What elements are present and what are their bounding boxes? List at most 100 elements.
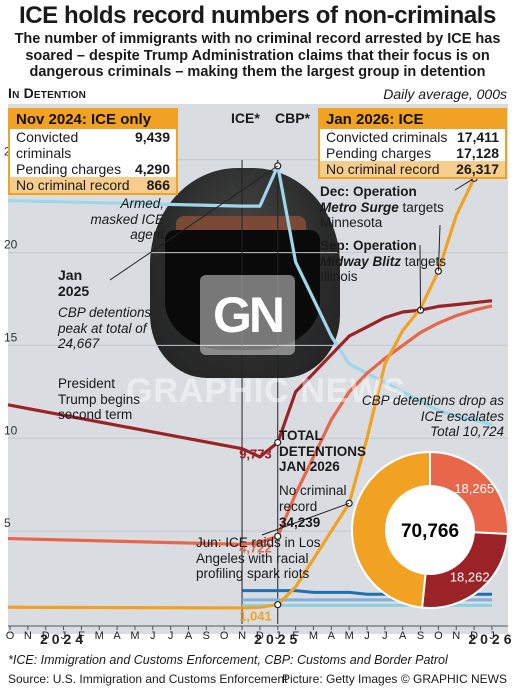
- x-tick-label: N: [24, 630, 32, 642]
- cbp-total-note: Total 10,724: [430, 424, 504, 439]
- series-line-lead: [7, 536, 243, 546]
- x-tick-label: J: [61, 630, 67, 642]
- x-tick-label: D: [42, 630, 50, 642]
- row-value: 4,290: [134, 161, 170, 177]
- callout-line: [261, 502, 350, 536]
- callout-line: [454, 177, 475, 191]
- nov2024-box: Nov 2024: ICE only Convicted criminals 9…: [8, 108, 178, 195]
- x-tick-label: A: [185, 630, 193, 642]
- no-record-value: 34,239: [279, 515, 321, 530]
- sep-lead: Sep: Operation: [320, 238, 417, 253]
- y-tick-label: 15: [4, 330, 18, 344]
- x-tick-label: N: [452, 630, 460, 642]
- x-tick-label: O: [434, 630, 443, 642]
- x-tick-label: M: [345, 630, 354, 642]
- sep-operation-note: Sep: Operation Midway Blitz targets Illi…: [320, 238, 450, 285]
- row-label: No criminal record: [16, 177, 130, 193]
- x-tick-label: J: [364, 630, 370, 642]
- x-tick-label: D: [470, 630, 478, 642]
- donut-hole: [387, 487, 473, 573]
- row-label: Convicted criminals: [326, 129, 448, 145]
- x-tick-label: J: [275, 630, 281, 642]
- donut-slice: [351, 450, 431, 609]
- x-tick-label: M: [95, 630, 104, 642]
- total-detentions-heading: TOTAL DETENTIONS JAN 2026: [279, 428, 367, 474]
- point-marker: [274, 532, 282, 540]
- callout-line: [437, 224, 441, 272]
- trump-note: President Trump begins second term: [58, 376, 141, 422]
- row-value: 9,439: [134, 129, 170, 145]
- series-line-lead: [7, 605, 243, 610]
- x-tick-label: A: [399, 630, 407, 642]
- footnote: *ICE: Immigration and Customs Enforcemen…: [8, 653, 448, 667]
- series-line: [242, 134, 494, 610]
- row-value: 17,128: [456, 145, 499, 161]
- year-label: 2024: [40, 631, 87, 647]
- row-value: 866: [146, 177, 170, 193]
- point-label: 1,041: [239, 609, 272, 624]
- x-tick-label: J: [150, 630, 156, 642]
- x-tick-label: J: [168, 630, 174, 642]
- row-value: 17,411: [456, 129, 499, 145]
- x-tick-label: O: [6, 630, 15, 642]
- legend-cbp-label: CBP*: [275, 110, 311, 126]
- y-tick-label: 10: [4, 423, 18, 437]
- point-marker: [274, 438, 282, 447]
- cbp-drop-note: CBP detentions drop as ICE escalates: [361, 393, 504, 424]
- row-label: No criminal record: [326, 161, 440, 177]
- series-line-lead: [7, 198, 243, 208]
- x-tick-label: F: [78, 630, 85, 642]
- donut-total-label: 70,766: [401, 521, 459, 542]
- year-label: 2026: [468, 631, 515, 647]
- donut-slice-label: 18,262: [450, 569, 490, 584]
- dec-operation-name: Metro Surge: [320, 199, 399, 215]
- x-tick-label: J: [489, 630, 495, 642]
- jan2026-box: Jan 2026: ICE Convicted criminals 17,411…: [318, 108, 507, 179]
- x-tick-label: N: [238, 630, 246, 642]
- jan2026-row-norecord: No criminal record 26,317: [320, 161, 505, 177]
- jan2026-row-convicted: Convicted criminals 17,411: [320, 129, 505, 145]
- point-label: 9,773: [239, 447, 272, 462]
- x-tick-label: A: [113, 630, 121, 642]
- series-line: [241, 304, 493, 546]
- photo-caption: Armed, masked ICE agent: [90, 196, 164, 242]
- brand: © GRAPHIC NEWS: [400, 672, 507, 686]
- row-label: Convicted criminals: [16, 129, 79, 161]
- nov2024-row-pending: Pending charges 4,290: [10, 161, 176, 177]
- jan2025-date: Jan 2025: [58, 267, 90, 299]
- page-subtitle: The number of immigrants with no crimina…: [14, 31, 501, 80]
- dec-operation-note: Dec: Operation Metro Surge targets Minne…: [320, 184, 450, 231]
- donut-slice-label: 18,265: [454, 481, 494, 496]
- donut-slice: [429, 450, 509, 536]
- series-line: [241, 299, 493, 459]
- x-tick-label: M: [309, 630, 318, 642]
- jan2026-heading: Jan 2026: ICE: [320, 110, 505, 129]
- x-tick-label: F: [292, 630, 299, 642]
- callout-line: [419, 244, 422, 311]
- x-tick-label: A: [328, 630, 336, 642]
- point-label: 4,722: [239, 540, 272, 555]
- june-raids-note: Jun: ICE raids in Los Angeles with racia…: [196, 535, 321, 581]
- row-value: 26,317: [456, 161, 499, 177]
- dec-tail: targets Minnesota: [320, 199, 444, 231]
- donut-slice: [420, 531, 509, 609]
- source: Source: U.S. Immigration and Customs Enf…: [8, 672, 288, 686]
- point-marker: [274, 601, 282, 609]
- y-tick-label: 20: [4, 238, 18, 252]
- section-label: In Detention: [8, 85, 87, 101]
- units-label: Daily average, 000s: [383, 86, 507, 102]
- cbp-peak-note: CBP detentions peak at total of 24,667: [58, 305, 152, 351]
- row-label: Pending charges: [16, 161, 122, 177]
- sep-operation-name: Midway Blitz: [320, 253, 402, 269]
- x-tick-label: M: [130, 630, 139, 642]
- picture-credit: Picture: Getty Images: [282, 672, 398, 686]
- watermark-logo: GN: [200, 275, 295, 355]
- row-label: Pending charges: [326, 145, 432, 161]
- callout-line: [109, 165, 279, 281]
- nov2024-row-convicted: Convicted criminals 9,439: [10, 129, 176, 161]
- series-line-lead: [7, 403, 243, 451]
- x-tick-label: J: [382, 630, 388, 642]
- watermark-text: GRAPHIC NEWS: [126, 372, 407, 410]
